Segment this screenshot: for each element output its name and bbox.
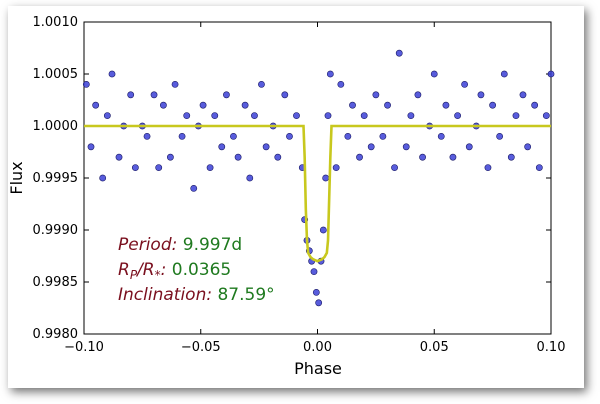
data-point (127, 91, 135, 99)
data-point (391, 164, 398, 171)
data-point (367, 143, 375, 151)
data-point (159, 101, 167, 109)
data-point (99, 174, 107, 182)
y-tick-label: 0.9985 (33, 275, 79, 290)
data-point (143, 132, 151, 140)
data-point (274, 153, 282, 161)
data-point (171, 81, 179, 88)
data-point (218, 143, 226, 151)
data-point (190, 184, 198, 192)
annotation-inclination: Inclination: 87.59° (118, 285, 275, 305)
data-point (166, 153, 174, 161)
data-point (524, 143, 532, 151)
data-point (234, 153, 242, 161)
data-point (360, 112, 368, 119)
data-point (437, 132, 445, 140)
data-point (419, 153, 426, 161)
data-point (496, 132, 504, 140)
data-point (507, 153, 515, 161)
x-tick-label: 0.00 (303, 340, 332, 355)
data-point (262, 143, 270, 151)
data-point (155, 164, 163, 171)
data-point (183, 112, 191, 119)
data-point (489, 101, 497, 109)
data-point (484, 164, 492, 171)
data-point (337, 81, 345, 88)
data-point (512, 112, 520, 119)
data-point (115, 153, 123, 161)
data-point (324, 112, 332, 119)
data-point (395, 49, 403, 57)
data-point (379, 132, 387, 140)
data-point (547, 70, 555, 78)
data-point (312, 288, 320, 296)
data-point (449, 153, 457, 161)
y-tick-label: 0.9990 (33, 223, 79, 238)
data-points (82, 49, 555, 307)
data-point (211, 112, 219, 119)
data-point (293, 112, 300, 119)
data-point (87, 143, 95, 151)
data-point (384, 101, 391, 109)
data-point (131, 164, 139, 171)
x-tick-label: −0.05 (181, 340, 221, 355)
x-tick-label: −0.10 (64, 340, 104, 355)
data-point (108, 70, 116, 78)
data-point (258, 81, 265, 88)
data-point (82, 81, 90, 88)
data-point (344, 132, 352, 140)
data-point (542, 112, 550, 119)
data-point (465, 143, 473, 151)
x-tick-label: 0.05 (420, 340, 449, 355)
annotation-period: Period: 9.997d (118, 235, 242, 255)
transit-model-line (84, 124, 551, 263)
data-point (442, 101, 450, 109)
data-point (349, 101, 356, 109)
x-axis-label: Phase (294, 359, 342, 378)
data-point (519, 91, 527, 99)
annotation-radius-ratio: RP/R*: 0.0365 (118, 260, 231, 282)
data-point (281, 91, 289, 99)
data-point (461, 81, 469, 88)
y-tick-label: 1.0000 (33, 119, 79, 134)
data-point (103, 112, 111, 119)
data-point (372, 91, 380, 99)
data-point (407, 112, 415, 119)
data-point (286, 132, 293, 140)
y-axis-label: Flux (7, 161, 26, 194)
data-point (356, 153, 363, 161)
y-tick-label: 1.0010 (33, 15, 79, 30)
data-point (223, 91, 230, 99)
data-point (326, 70, 334, 78)
y-tick-label: 0.9995 (33, 171, 79, 186)
data-point (531, 101, 539, 109)
data-point (477, 91, 485, 99)
data-point (241, 101, 249, 109)
x-tick-label: 0.10 (537, 340, 566, 355)
data-point (230, 132, 237, 140)
x-axis-ticks: −0.10 −0.05 0.00 0.05 0.10 (64, 22, 565, 355)
data-point (332, 164, 340, 171)
data-point (319, 226, 327, 234)
data-point (246, 174, 254, 182)
data-point (414, 91, 422, 99)
data-point (310, 268, 318, 275)
data-point (500, 70, 508, 78)
plot-area (83, 21, 552, 335)
data-point (251, 112, 258, 119)
data-point (206, 164, 214, 171)
data-point (150, 91, 158, 99)
data-point (430, 70, 438, 78)
data-point (402, 143, 410, 151)
data-point (322, 174, 330, 182)
y-tick-label: 1.0005 (33, 67, 79, 82)
data-point (92, 101, 100, 109)
data-point (315, 299, 323, 307)
data-point (454, 112, 461, 119)
data-point (199, 101, 207, 109)
data-point (178, 132, 186, 140)
y-tick-label: 0.9980 (33, 327, 79, 342)
data-point (535, 164, 543, 171)
